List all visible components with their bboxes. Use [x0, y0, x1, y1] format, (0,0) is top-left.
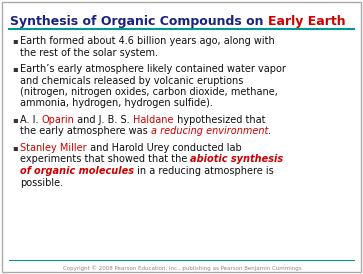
- Text: experiments that showed that the: experiments that showed that the: [20, 155, 191, 164]
- Text: Early Earth: Early Earth: [268, 15, 346, 28]
- Text: ▪: ▪: [12, 64, 18, 73]
- Text: Synthesis of Organic Compounds on: Synthesis of Organic Compounds on: [10, 15, 268, 28]
- Text: Earth formed about 4.6 billion years ago, along with: Earth formed about 4.6 billion years ago…: [20, 36, 275, 46]
- Text: the rest of the solar system.: the rest of the solar system.: [20, 47, 158, 58]
- Text: .: .: [268, 127, 271, 136]
- Text: of: of: [20, 166, 34, 176]
- Text: ▪: ▪: [12, 143, 18, 152]
- Text: hypothesized that: hypothesized that: [174, 115, 265, 125]
- Text: ▪: ▪: [12, 36, 18, 45]
- Text: and Harold Urey conducted lab: and Harold Urey conducted lab: [87, 143, 241, 153]
- Text: organic molecules: organic molecules: [34, 166, 134, 176]
- Text: (nitrogen, nitrogen oxides, carbon dioxide, methane,: (nitrogen, nitrogen oxides, carbon dioxi…: [20, 87, 278, 97]
- Text: ▪: ▪: [12, 115, 18, 124]
- Text: Stanley Miller: Stanley Miller: [20, 143, 87, 153]
- Text: ammonia, hydrogen, hydrogen sulfide).: ammonia, hydrogen, hydrogen sulfide).: [20, 98, 213, 109]
- Text: Haldane: Haldane: [133, 115, 174, 125]
- Text: possible.: possible.: [20, 178, 63, 187]
- Text: and chemicals released by volcanic eruptions: and chemicals released by volcanic erupt…: [20, 76, 243, 85]
- Text: in a reducing atmosphere is: in a reducing atmosphere is: [134, 166, 274, 176]
- Text: Copyright © 2008 Pearson Education, Inc., publishing as Pearson Benjamin Cumming: Copyright © 2008 Pearson Education, Inc.…: [63, 265, 301, 271]
- Text: A. I.: A. I.: [20, 115, 42, 125]
- Text: Earth’s early atmosphere likely contained water vapor: Earth’s early atmosphere likely containe…: [20, 64, 286, 74]
- Text: abiotic synthesis: abiotic synthesis: [191, 155, 284, 164]
- Text: the early atmosphere was: the early atmosphere was: [20, 127, 151, 136]
- Text: and J. B. S.: and J. B. S.: [74, 115, 133, 125]
- Text: a reducing environment: a reducing environment: [151, 127, 268, 136]
- Text: Oparin: Oparin: [42, 115, 74, 125]
